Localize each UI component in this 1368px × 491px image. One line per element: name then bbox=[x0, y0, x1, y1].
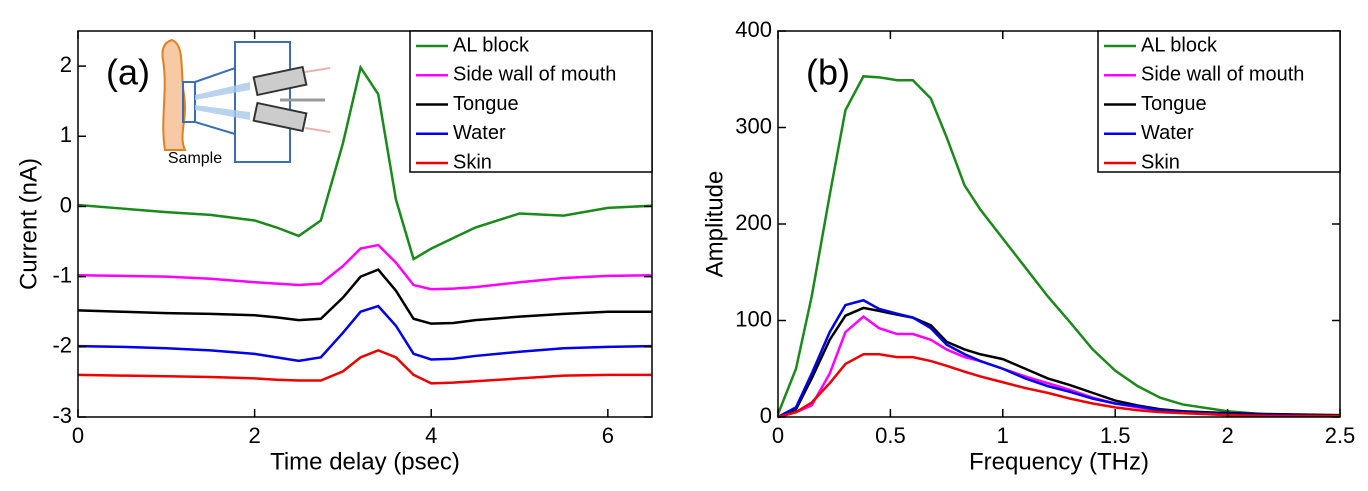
legend-label: Water bbox=[1141, 122, 1194, 144]
x-axis-label: Time delay (psec) bbox=[270, 448, 460, 475]
x-tick-label: 2.5 bbox=[1325, 423, 1356, 448]
y-tick-label: 300 bbox=[735, 113, 772, 138]
y-tick-label: 1 bbox=[60, 122, 72, 147]
x-tick-label: 1 bbox=[997, 423, 1009, 448]
y-tick-label: -2 bbox=[52, 333, 72, 358]
legend-label: Side wall of mouth bbox=[1141, 64, 1304, 86]
y-axis-label: Current (nA) bbox=[15, 158, 42, 290]
legend-label: Water bbox=[453, 122, 506, 144]
x-tick-label: 0.5 bbox=[875, 423, 906, 448]
series-line bbox=[77, 268, 652, 325]
series-line bbox=[777, 353, 1340, 419]
x-tick-label: 2 bbox=[248, 423, 260, 448]
legend-box bbox=[1097, 30, 1341, 173]
legend-label: Skin bbox=[1141, 151, 1180, 173]
series-line bbox=[77, 243, 653, 291]
series-line bbox=[77, 348, 652, 385]
panel-label: (b) bbox=[806, 52, 850, 93]
legend-label: Tongue bbox=[1141, 93, 1207, 115]
series-line bbox=[77, 304, 653, 363]
x-axis-label: Frequency (THz) bbox=[969, 448, 1149, 475]
x-tick-label: 6 bbox=[602, 423, 614, 448]
x-tick-label: 0 bbox=[72, 423, 84, 448]
x-tick-label: 1.5 bbox=[1100, 423, 1131, 448]
series-line bbox=[777, 306, 1341, 419]
legend-label: Skin bbox=[453, 151, 492, 173]
panel-label: (a) bbox=[106, 52, 150, 93]
series-line bbox=[776, 75, 1341, 418]
series-line bbox=[777, 298, 1341, 419]
inset-diagram bbox=[161, 38, 331, 163]
series-line bbox=[77, 64, 653, 261]
legend-label: Tongue bbox=[453, 93, 519, 115]
series-line bbox=[777, 315, 1341, 419]
legend-label: AL block bbox=[453, 34, 530, 56]
annotation: Sample bbox=[168, 150, 222, 167]
y-tick-label: -1 bbox=[52, 262, 72, 287]
x-tick-label: 0 bbox=[772, 423, 784, 448]
y-tick-label: 100 bbox=[735, 306, 772, 331]
legend-box bbox=[409, 30, 653, 173]
x-tick-label: 2 bbox=[1221, 423, 1233, 448]
y-tick-label: 2 bbox=[60, 52, 72, 77]
legend-label: AL block bbox=[1141, 34, 1218, 56]
x-tick-label: 4 bbox=[425, 423, 437, 448]
y-tick-label: 0 bbox=[760, 403, 772, 428]
y-tick-label: 200 bbox=[735, 210, 772, 235]
y-tick-label: -3 bbox=[52, 403, 72, 428]
y-tick-label: 400 bbox=[735, 17, 772, 42]
legend-label: Side wall of mouth bbox=[453, 64, 616, 86]
y-tick-label: 0 bbox=[60, 192, 72, 217]
plot-frame bbox=[77, 30, 653, 418]
y-axis-label: Amplitude bbox=[701, 171, 728, 278]
